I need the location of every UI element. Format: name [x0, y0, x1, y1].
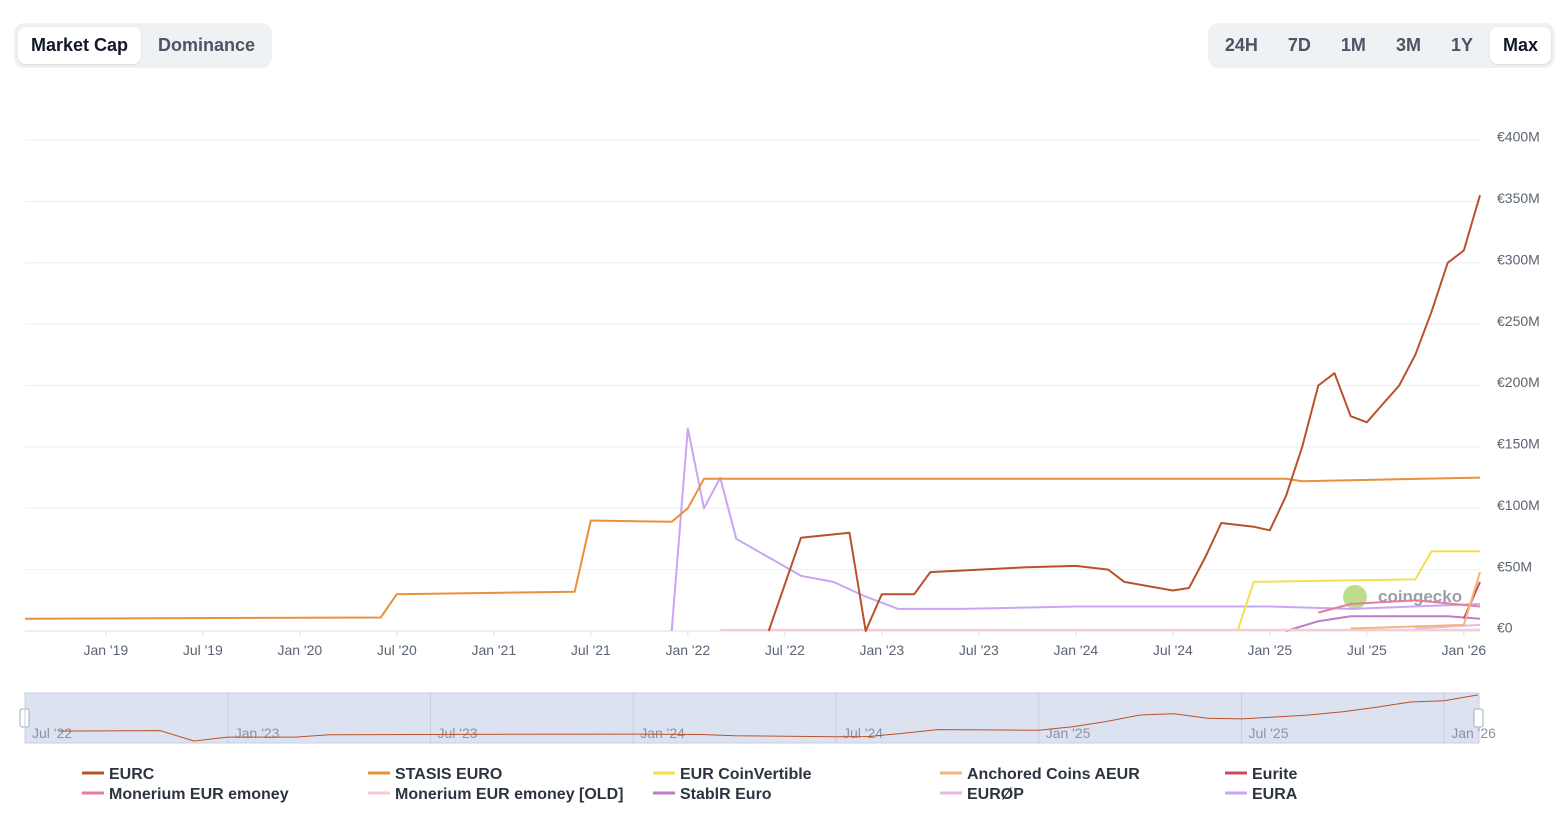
- metric-tabs: Market Cap Dominance: [14, 23, 273, 68]
- y-tick-label: €200M: [1497, 374, 1540, 390]
- x-tick-label: Jan '25: [1247, 642, 1292, 658]
- y-tick-label: €300M: [1497, 251, 1540, 267]
- legend-label[interactable]: EUR CoinVertible: [680, 766, 812, 783]
- x-tick-label: Jul '21: [571, 642, 611, 658]
- x-tick-label: Jul '20: [377, 642, 417, 658]
- navigator-tick-label: Jul '24: [843, 725, 883, 741]
- navigator-tick-label: Jul '25: [1248, 725, 1288, 741]
- navigator-tick-label: Jan '25: [1046, 725, 1091, 741]
- series-line: [1350, 571, 1481, 630]
- legend-label[interactable]: Eurite: [1252, 766, 1297, 783]
- navigator-line: [58, 694, 1479, 742]
- x-tick-label: Jan '19: [83, 642, 128, 658]
- tab[interactable]: Dominance: [158, 35, 256, 55]
- navigator-tick-label: Jan '24: [640, 725, 685, 741]
- legend-label[interactable]: STASIS EURO: [395, 766, 502, 783]
- series-line: [1318, 599, 1481, 614]
- tab[interactable]: 7D: [1287, 35, 1311, 55]
- series-line: [1285, 615, 1481, 632]
- legend-label[interactable]: EURØP: [967, 786, 1024, 803]
- y-tick-label: €0: [1497, 620, 1513, 636]
- series-line: [670, 427, 1481, 632]
- x-tick-label: Jul '24: [1153, 642, 1193, 658]
- navigator-tick-label: Jul '22: [32, 725, 72, 741]
- x-tick-label: Jan '24: [1053, 642, 1098, 658]
- x-tick-label: Jan '20: [277, 642, 322, 658]
- x-tick-label: Jul '23: [959, 642, 999, 658]
- y-tick-label: €50M: [1497, 558, 1532, 574]
- legend-label[interactable]: Monerium EUR emoney [OLD]: [395, 786, 623, 803]
- x-tick-label: Jul '25: [1347, 642, 1387, 658]
- x-tick-label: Jan '22: [665, 642, 710, 658]
- range-tabs: 24H 7D 1M 3M 1Y Max: [1207, 23, 1555, 68]
- series-line: [767, 194, 1481, 632]
- navigator-handle[interactable]: [1473, 708, 1484, 728]
- tab[interactable]: 24H: [1224, 35, 1258, 55]
- x-tick-label: Jul '22: [765, 642, 805, 658]
- series-line: [1415, 623, 1481, 630]
- legend-label[interactable]: EURA: [1252, 786, 1298, 803]
- tab[interactable]: 1Y: [1450, 35, 1473, 55]
- navigator-tick-label: Jan '23: [235, 725, 280, 741]
- legend-label[interactable]: Anchored Coins AEUR: [967, 766, 1140, 783]
- x-tick-label: Jul '19: [183, 642, 223, 658]
- y-tick-label: €150M: [1497, 436, 1540, 452]
- y-tick-label: €100M: [1497, 497, 1540, 513]
- navigator-tick-label: Jan '26: [1451, 725, 1496, 741]
- x-tick-label: Jan '21: [471, 642, 516, 658]
- y-tick-label: €250M: [1497, 313, 1540, 329]
- tab[interactable]: 3M: [1395, 35, 1421, 55]
- tab[interactable]: Market Cap: [18, 27, 142, 64]
- series-line: [1236, 550, 1480, 632]
- legend-label[interactable]: StablR Euro: [680, 786, 772, 803]
- legend-label[interactable]: Monerium EUR emoney: [109, 786, 289, 803]
- x-tick-label: Jan '26: [1441, 642, 1486, 658]
- legend-label[interactable]: EURC: [109, 766, 155, 783]
- navigator-tick-label: Jul '23: [437, 725, 477, 741]
- tab[interactable]: 1M: [1340, 35, 1366, 55]
- y-tick-label: €350M: [1497, 190, 1540, 206]
- y-tick-label: €400M: [1497, 129, 1540, 145]
- tab[interactable]: Max: [1489, 27, 1551, 64]
- x-tick-label: Jan '23: [859, 642, 904, 658]
